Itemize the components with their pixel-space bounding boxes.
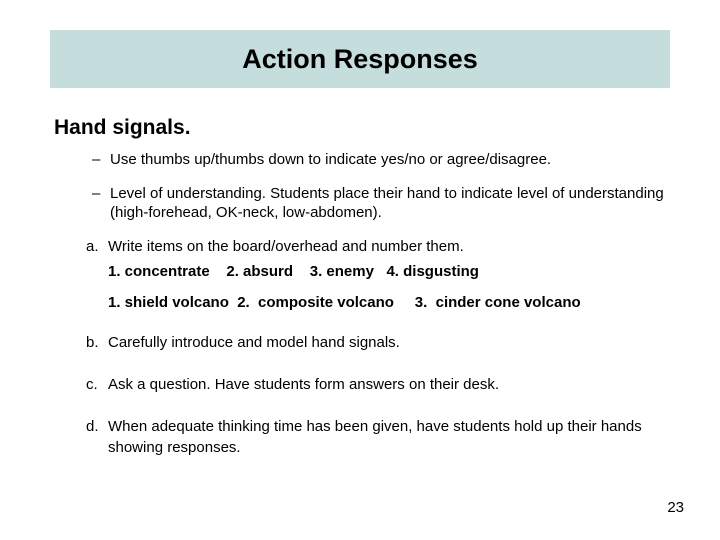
example-line-2: 1. shield volcano 2. composite volcano 3… xyxy=(108,294,672,311)
list-item-b: b. Carefully introduce and model hand si… xyxy=(86,333,672,353)
list-item-c: c. Ask a question. Have students form an… xyxy=(86,375,672,395)
item-letter: a. xyxy=(86,237,108,257)
bullet-text: Use thumbs up/thumbs down to indicate ye… xyxy=(110,150,672,170)
item-letter: d. xyxy=(86,417,108,458)
item-letter: b. xyxy=(86,333,108,353)
lettered-list: a. Write items on the board/overhead and… xyxy=(86,237,672,458)
bullet-item: – Level of understanding. Students place… xyxy=(92,184,672,223)
content-area: – Use thumbs up/thumbs down to indicate … xyxy=(92,150,672,464)
title-bar: Action Responses xyxy=(50,30,670,88)
item-text: Ask a question. Have students form answe… xyxy=(108,375,672,395)
list-item-a: a. Write items on the board/overhead and… xyxy=(86,237,672,257)
item-letter: c. xyxy=(86,375,108,395)
list-item-d: d. When adequate thinking time has been … xyxy=(86,417,672,458)
bullet-text: Level of understanding. Students place t… xyxy=(110,184,672,223)
item-text: Carefully introduce and model hand signa… xyxy=(108,333,672,353)
bullet-item: – Use thumbs up/thumbs down to indicate … xyxy=(92,150,672,170)
example-line-1: 1. concentrate 2. absurd 3. enemy 4. dis… xyxy=(108,263,672,280)
bullet-dash: – xyxy=(92,184,110,223)
item-text: Write items on the board/overhead and nu… xyxy=(108,237,672,257)
subheading: Hand signals. xyxy=(54,116,191,140)
item-text: When adequate thinking time has been giv… xyxy=(108,417,672,458)
page-number: 23 xyxy=(667,499,684,516)
slide-title: Action Responses xyxy=(242,44,478,75)
bullet-dash: – xyxy=(92,150,110,170)
